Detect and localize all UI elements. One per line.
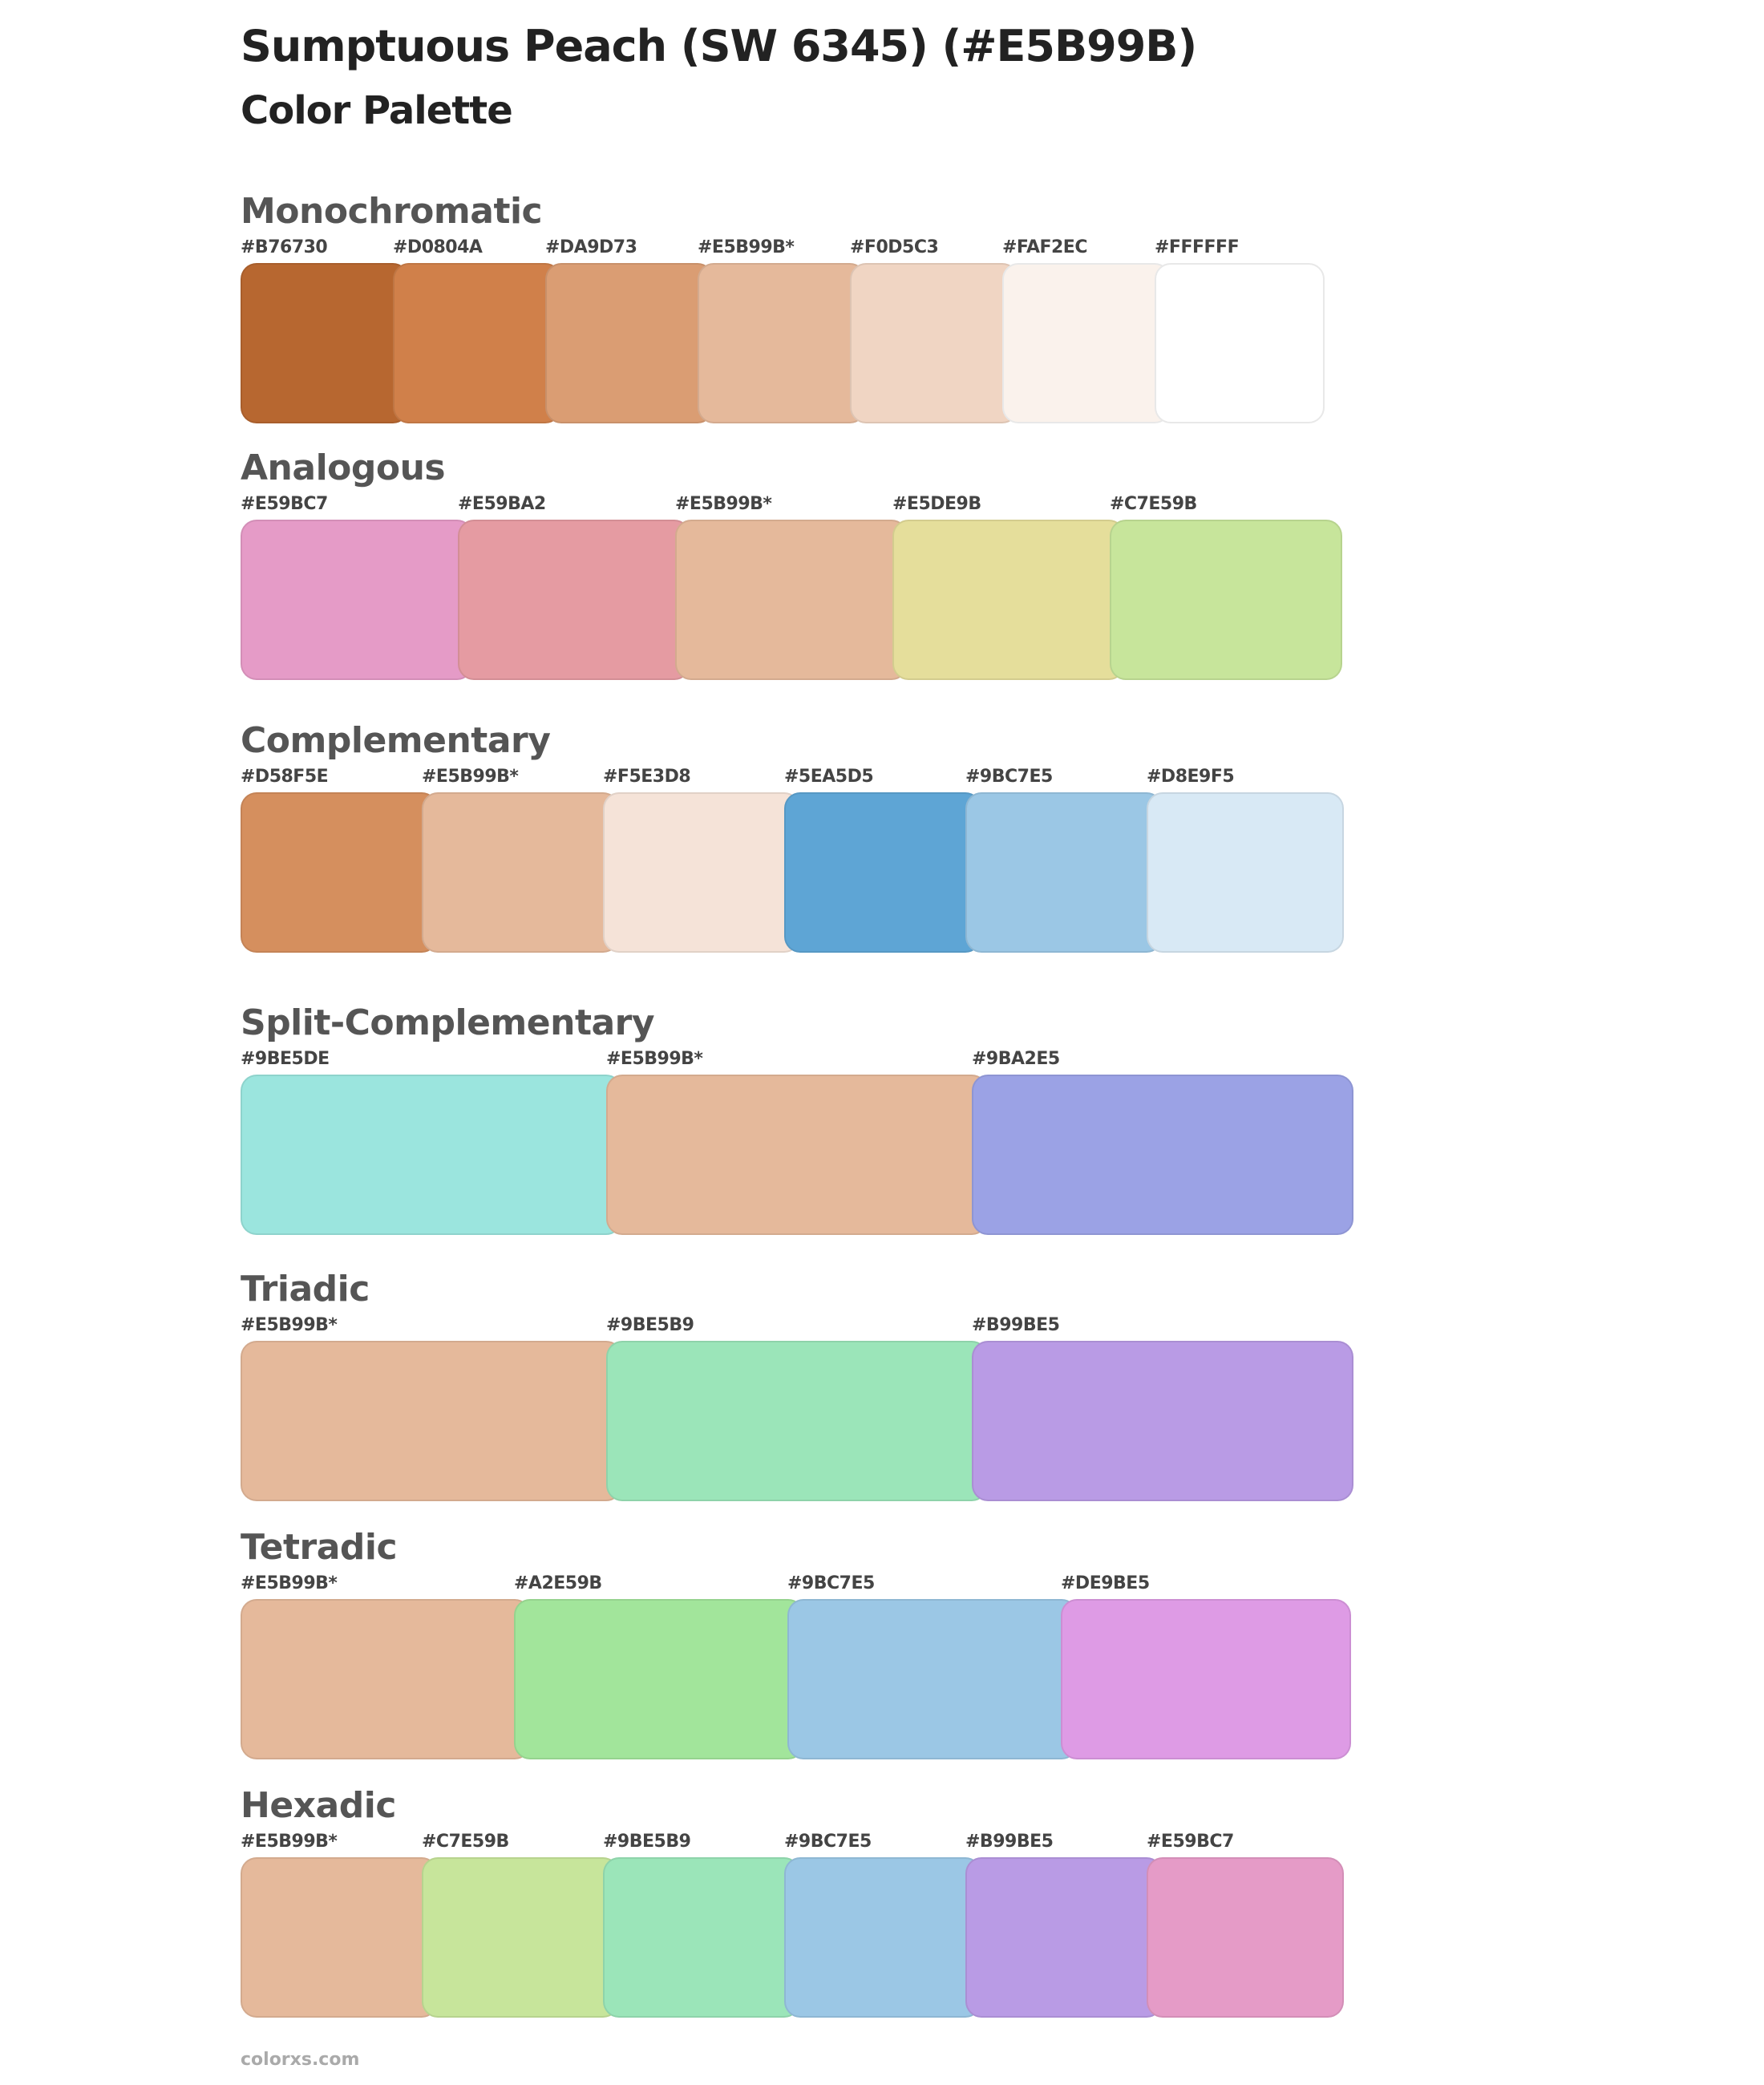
swatch-hex-label: #FAF2EC xyxy=(1002,237,1087,257)
swatch-hex-label: #E5B99B* xyxy=(422,767,519,787)
color-swatch[interactable] xyxy=(241,263,409,423)
color-swatch[interactable] xyxy=(241,1599,531,1759)
swatch-hex-label: #B99BE5 xyxy=(965,1832,1054,1852)
palette-section-hexadic: Hexadic #E5B99B* #C7E59B #9BE5B9 #9BC7E5 #B99… xyxy=(241,1785,1684,2042)
swatch-hex-label: #E59BC7 xyxy=(241,494,328,514)
section-title: Analogous xyxy=(241,447,446,488)
color-swatch[interactable] xyxy=(393,263,561,423)
swatch-hex-label: #D8E9F5 xyxy=(1147,767,1235,787)
swatch-hex-label: #C7E59B xyxy=(422,1832,509,1852)
swatch-hex-label: #B99BE5 xyxy=(972,1315,1060,1335)
color-swatch[interactable] xyxy=(850,263,1018,423)
color-swatch[interactable] xyxy=(241,1075,622,1235)
swatch-hex-label: #DA9D73 xyxy=(545,237,637,257)
swatch-hex-label: #E5B99B* xyxy=(241,1832,338,1852)
swatch-hex-label: #9BC7E5 xyxy=(784,1832,872,1852)
color-swatch[interactable] xyxy=(1002,263,1171,423)
color-swatch[interactable] xyxy=(972,1341,1353,1501)
section-title: Complementary xyxy=(241,720,551,761)
palette-section-analogous: Analogous #E59BC7 #E59BA2 #E5B99B* #E5DE9B #C… xyxy=(241,447,1684,704)
color-swatch[interactable] xyxy=(514,1599,804,1759)
swatch-hex-label: #DE9BE5 xyxy=(1061,1573,1150,1593)
swatch-hex-label: #B76730 xyxy=(241,237,328,257)
color-swatch[interactable] xyxy=(422,792,619,953)
swatch-hex-label: #E5B99B* xyxy=(675,494,772,514)
color-swatch[interactable] xyxy=(1155,263,1325,423)
swatch-hex-label: #9BE5DE xyxy=(241,1049,330,1069)
swatch-hex-label: #9BC7E5 xyxy=(965,767,1053,787)
color-swatch[interactable] xyxy=(606,1341,988,1501)
section-title: Split-Complementary xyxy=(241,1002,655,1043)
site-credit-link[interactable]: colorxs.com xyxy=(241,2050,360,2070)
swatch-hex-label: #9BC7E5 xyxy=(787,1573,875,1593)
color-swatch[interactable] xyxy=(606,1075,988,1235)
palette-section-complementary: Complementary #D58F5E #E5B99B* #F5E3D8 #5EA5… xyxy=(241,720,1684,977)
color-swatch[interactable] xyxy=(698,263,866,423)
color-swatch[interactable] xyxy=(422,1857,619,2018)
section-title: Triadic xyxy=(241,1269,370,1310)
color-swatch[interactable] xyxy=(241,792,438,953)
swatch-hex-label: #E5B99B* xyxy=(698,237,795,257)
page-subtitle: Color Palette xyxy=(241,88,513,133)
color-swatch[interactable] xyxy=(545,263,714,423)
swatch-hex-label: #9BE5B9 xyxy=(603,1832,691,1852)
section-title: Monochromatic xyxy=(241,191,543,232)
swatch-hex-label: #D58F5E xyxy=(241,767,329,787)
palette-section-monochromatic: Monochromatic #B76730 #D0804A #DA9D73 #E5B99… xyxy=(241,191,1684,447)
swatch-hex-label: #E5DE9B xyxy=(892,494,981,514)
swatch-hex-label: #9BA2E5 xyxy=(972,1049,1060,1069)
color-swatch[interactable] xyxy=(1061,1599,1351,1759)
swatch-hex-label: #E59BA2 xyxy=(458,494,546,514)
color-swatch[interactable] xyxy=(458,520,690,680)
color-swatch[interactable] xyxy=(603,1857,800,2018)
swatch-hex-label: #FFFFFF xyxy=(1155,237,1240,257)
color-swatch[interactable] xyxy=(972,1075,1353,1235)
swatch-hex-label: #5EA5D5 xyxy=(784,767,874,787)
swatch-hex-label: #E5B99B* xyxy=(606,1049,703,1069)
color-swatch[interactable] xyxy=(1147,792,1344,953)
swatch-hex-label: #A2E59B xyxy=(514,1573,602,1593)
color-swatch[interactable] xyxy=(1110,520,1342,680)
color-swatch[interactable] xyxy=(241,520,473,680)
color-swatch[interactable] xyxy=(784,792,981,953)
swatch-hex-label: #E5B99B* xyxy=(241,1315,338,1335)
page-title: Sumptuous Peach (SW 6345) (#E5B99B) xyxy=(241,21,1197,71)
swatch-hex-label: #E59BC7 xyxy=(1147,1832,1234,1852)
color-swatch[interactable] xyxy=(965,1857,1163,2018)
swatch-hex-label: #D0804A xyxy=(393,237,483,257)
swatch-hex-label: #E5B99B* xyxy=(241,1573,338,1593)
section-title: Hexadic xyxy=(241,1785,396,1826)
palette-section-triadic: Triadic #E5B99B* #9BE5B9 #B99BE5 xyxy=(241,1269,1684,1525)
swatch-hex-label: #F0D5C3 xyxy=(850,237,939,257)
color-swatch[interactable] xyxy=(1147,1857,1344,2018)
color-swatch[interactable] xyxy=(241,1341,622,1501)
swatch-hex-label: #C7E59B xyxy=(1110,494,1197,514)
section-title: Tetradic xyxy=(241,1527,398,1568)
swatch-hex-label: #F5E3D8 xyxy=(603,767,691,787)
palette-section-tetradic: Tetradic #E5B99B* #A2E59B #9BC7E5 #DE9BE5 xyxy=(241,1527,1684,1783)
swatch-hex-label: #9BE5B9 xyxy=(606,1315,694,1335)
color-swatch[interactable] xyxy=(603,792,800,953)
color-swatch[interactable] xyxy=(787,1599,1078,1759)
color-swatch[interactable] xyxy=(675,520,908,680)
palette-section-split-complementary: Split-Complementary #9BE5DE #E5B99B* #9BA2E… xyxy=(241,1002,1684,1259)
color-swatch[interactable] xyxy=(965,792,1163,953)
color-swatch[interactable] xyxy=(241,1857,438,2018)
color-swatch[interactable] xyxy=(892,520,1125,680)
color-swatch[interactable] xyxy=(784,1857,981,2018)
